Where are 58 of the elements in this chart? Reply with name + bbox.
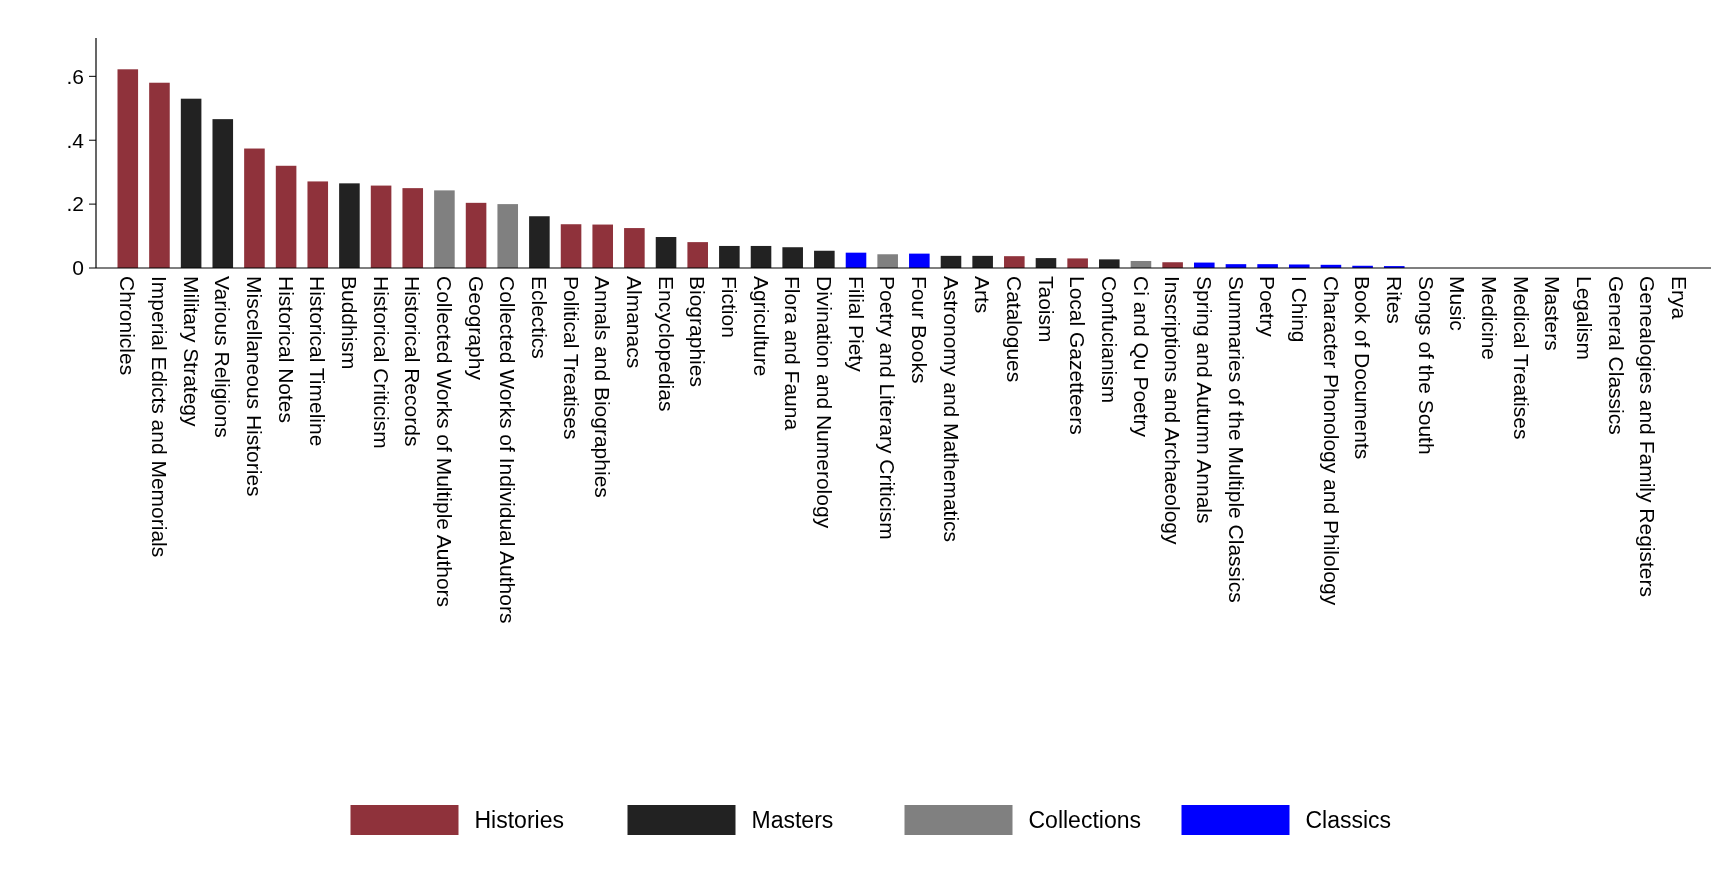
x-tick-label: Erya — [1667, 276, 1691, 320]
x-tick-label: Poetry — [1256, 276, 1280, 338]
x-tick-label: Inscriptions and Archaeology — [1161, 276, 1185, 545]
x-tick-label: Medicine — [1477, 276, 1501, 361]
x-tick-label: Collected Works of Multiple Authors — [433, 276, 457, 608]
x-tick-label: Masters — [1541, 276, 1565, 351]
legend-label: Collections — [1028, 807, 1141, 834]
x-tick-label: Flora and Fauna — [781, 276, 805, 431]
x-tick-label: Four Books — [907, 276, 931, 384]
x-tick-label: Legalism — [1572, 276, 1596, 361]
x-tick-label: Military Strategy — [179, 276, 203, 428]
x-tick-label: Songs of the South — [1414, 276, 1438, 455]
legend-label: Classics — [1305, 807, 1392, 834]
x-tick-label: Miscellaneous Histories — [243, 276, 267, 497]
y-tick-label: .6 — [66, 64, 84, 88]
x-tick-label: Ci and Qu Poetry — [1129, 276, 1153, 438]
x-tick-label: Eclectics — [528, 276, 552, 359]
x-tick-label: Poetry and Literary Criticism — [876, 276, 900, 540]
x-tick-label: Catalogues — [1002, 276, 1026, 383]
legend-label: Masters — [751, 807, 834, 834]
x-tick-label: Music — [1446, 276, 1470, 331]
y-tick-label: 0 — [72, 256, 84, 280]
x-tick-label: Rites — [1382, 276, 1406, 324]
x-tick-label: Character Phonology and Philology — [1319, 276, 1343, 606]
x-tick-label: Summaries of the Multiple Classics — [1224, 276, 1248, 603]
x-tick-label: Arts — [971, 276, 995, 314]
x-tick-label: Book of Documents — [1351, 276, 1375, 460]
x-tick-label: Collected Works of Individual Authors — [496, 276, 520, 624]
x-tick-label: Local Gazetteers — [1066, 276, 1090, 435]
x-tick-label: Taoism — [1034, 276, 1058, 343]
x-tick-label: Divination and Numerology — [813, 276, 836, 529]
x-tick-label: Genealogies and Family Registers — [1636, 276, 1660, 597]
x-tick-label: Filial Piety — [844, 276, 868, 373]
x-tick-label: Chronicles — [116, 276, 140, 376]
x-tick-label: General Classics — [1604, 276, 1628, 435]
x-tick-label: I Ching — [1287, 276, 1311, 343]
x-tick-label: Biographies — [686, 276, 710, 387]
x-tick-label: Historical Notes — [274, 276, 298, 424]
x-tick-label: Geography — [464, 276, 488, 381]
x-tick-label: Encyclopedias — [654, 276, 678, 412]
x-tick-label: Political Treatises — [559, 276, 583, 440]
x-tick-label: Fiction — [718, 276, 742, 338]
x-tick-label: Almanacs — [623, 276, 647, 369]
x-tick-label: Imperial Edicts and Memorials — [148, 276, 172, 558]
x-tick-label: Historical Timeline — [306, 276, 330, 447]
x-tick-label: Astronomy and Mathematics — [939, 276, 963, 543]
x-tick-label: Historical Records — [401, 276, 425, 447]
x-tick-label: Historical Criticism — [369, 276, 393, 449]
x-tick-label: Buddhism — [338, 276, 362, 370]
y-tick-label: .4 — [66, 128, 85, 152]
x-tick-label: Spring and Autumn Annals — [1192, 276, 1216, 524]
x-tick-label: Agriculture — [749, 276, 773, 377]
x-tick-label: Annals and Biographies — [591, 276, 615, 498]
legend-label: Histories — [474, 807, 564, 834]
y-tick-label: .2 — [66, 192, 84, 216]
x-tick-label: Various Religions — [211, 276, 235, 438]
x-tick-label: Confucianism — [1097, 276, 1121, 404]
x-tick-label: Medical Treatises — [1509, 276, 1533, 440]
